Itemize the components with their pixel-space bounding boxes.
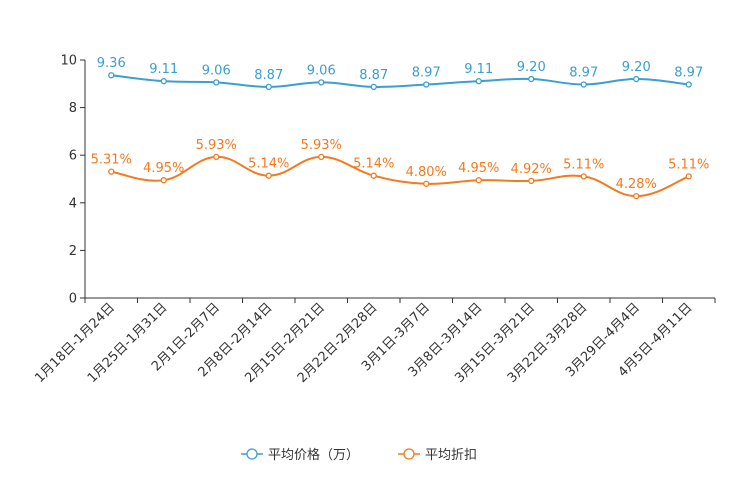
data-label: 5.14% [248,157,289,172]
data-point[interactable] [370,172,377,179]
data-point[interactable] [580,81,587,88]
data-label: 5.93% [196,138,237,153]
data-point[interactable] [528,177,535,185]
data-point[interactable] [318,153,325,161]
data-label: 9.36 [97,56,126,71]
data-label: 9.20 [517,60,546,75]
data-point[interactable] [318,79,325,86]
legend-marker-icon [246,448,258,460]
y-axis: 0 2 4 6 8 10 [60,54,86,307]
data-label: 5.11% [668,157,709,172]
series-layer: 9.36 9.11 9.06 8.87 9.06 8.87 8.97 9.11 9.20 8.97… [91,56,709,200]
x-axis: 1月18日-1月24日1月25日-1月31日2月1日-2月7日2月8日-2月14… [32,297,716,386]
data-point[interactable] [685,173,692,180]
data-point[interactable] [213,153,220,161]
data-point[interactable] [633,75,640,83]
data-point[interactable] [685,81,692,88]
data-point[interactable] [370,83,377,91]
data-label: 5.14% [353,157,394,172]
data-label: 5.11% [563,157,604,172]
data-label: 8.97 [569,66,598,81]
data-label: 4.95% [143,161,184,176]
data-point[interactable] [475,177,482,184]
series-line [111,74,689,88]
data-label: 8.87 [359,68,388,83]
data-label: 8.97 [412,66,441,81]
y-tick-label: 4 [69,196,77,211]
data-label: 9.11 [464,62,493,77]
y-tick-label: 2 [69,244,77,259]
data-point[interactable] [528,75,535,83]
data-label: 9.06 [202,63,231,78]
data-label: 9.11 [149,62,178,77]
data-point[interactable] [160,177,167,184]
series-1: 9.36 9.11 9.06 8.87 9.06 8.87 8.97 9.11 9.20 8.97… [97,56,703,91]
data-point[interactable] [108,168,115,175]
legend-label: 平均价格（万） [268,447,359,463]
series-2: 5.31% 4.95% 5.93% 5.14% 5.93% 5.14% 4.80% 4.95%… [91,138,709,200]
data-label: 4.80% [406,165,447,180]
data-point[interactable] [213,79,220,86]
legend-marker-icon [403,448,415,460]
data-label: 5.93% [301,138,342,153]
legend-item-2[interactable]: 平均折扣 [398,448,477,463]
data-label: 4.28% [616,177,657,192]
y-tick-label: 6 [69,149,77,164]
data-label: 9.06 [307,63,336,78]
data-label: 4.95% [458,161,499,176]
data-label: 9.20 [622,60,651,75]
data-point[interactable] [580,173,587,180]
data-point[interactable] [423,81,430,88]
legend-item-1[interactable]: 平均价格（万） [241,447,359,463]
y-tick-label: 0 [69,292,77,307]
data-point[interactable] [265,172,272,179]
data-point[interactable] [265,83,272,91]
data-point[interactable] [423,180,430,187]
data-label: 8.87 [254,68,283,83]
data-label: 4.92% [511,162,552,177]
y-tick-label: 8 [69,101,77,116]
data-point[interactable] [160,78,167,85]
data-point[interactable] [633,192,640,200]
data-point[interactable] [108,72,115,79]
data-point[interactable] [475,78,482,85]
legend-label: 平均折扣 [425,448,477,463]
legend[interactable]: 平均价格（万） 平均折扣 [241,447,477,463]
data-label: 5.31% [91,153,132,168]
data-label: 8.97 [674,66,703,81]
y-tick-label: 10 [60,54,77,69]
